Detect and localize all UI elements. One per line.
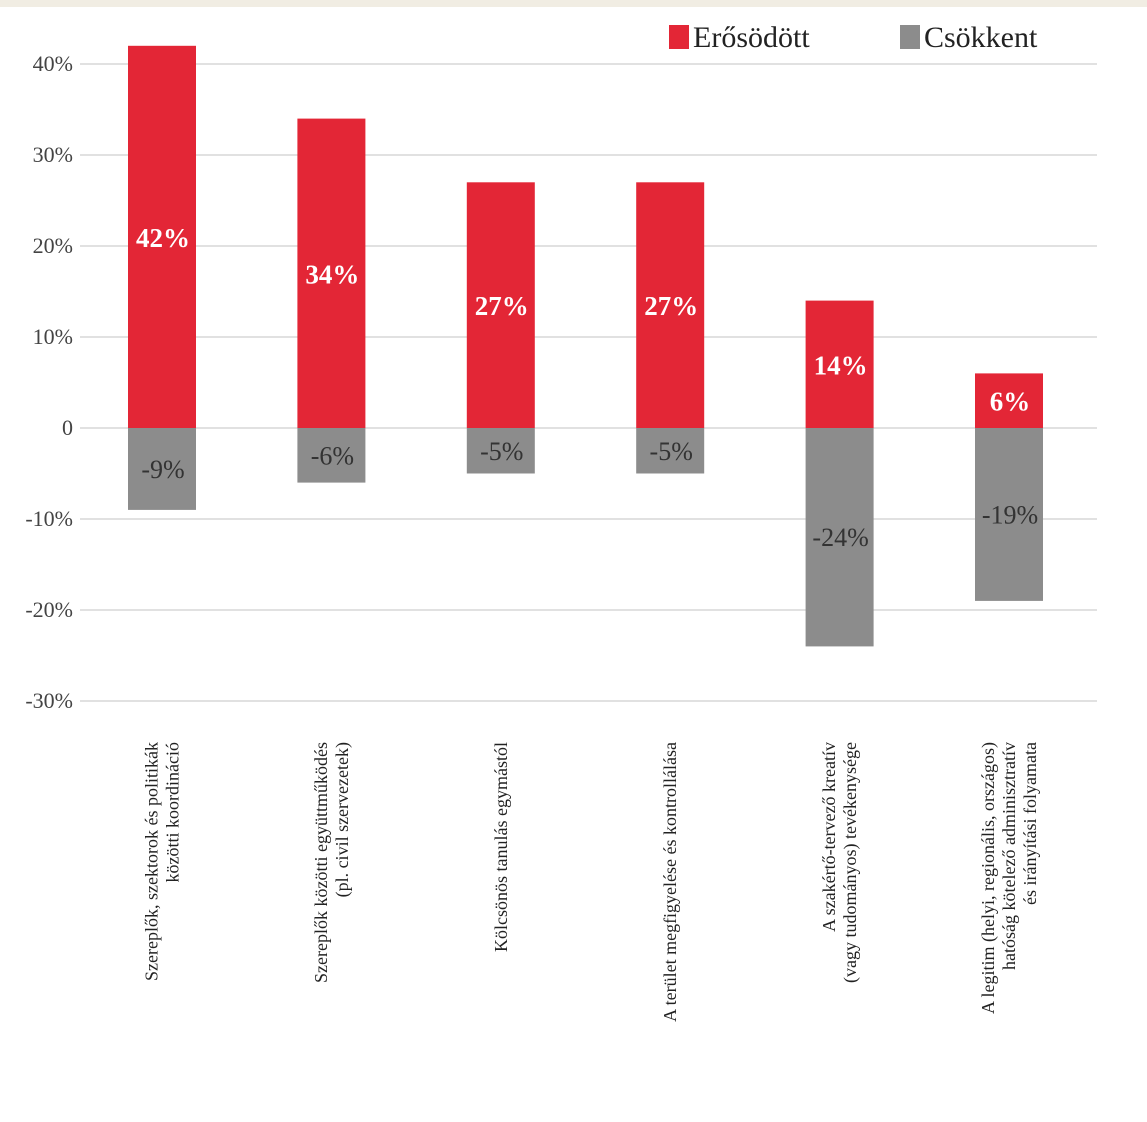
bar-erosodott xyxy=(297,118,366,428)
bar-csokkent xyxy=(297,428,366,483)
y-tick-label: -30% xyxy=(25,688,73,713)
legend-label: Csökkent xyxy=(924,21,1038,54)
bar-csokkent xyxy=(128,428,196,510)
y-tick-label: 10% xyxy=(33,324,73,349)
data-label-erosodott: 14% xyxy=(814,350,868,380)
bar-csokkent xyxy=(636,428,705,474)
category-label: (vagy tudományos) tevékenysége xyxy=(840,742,861,983)
bar-erosodott xyxy=(975,373,1043,428)
y-tick-label: -20% xyxy=(25,597,73,622)
data-label-erosodott: 27% xyxy=(644,291,698,321)
data-label-erosodott: 34% xyxy=(305,259,359,289)
category-label: Kölcsönös tanulás egymástól xyxy=(491,742,511,952)
legend-swatch xyxy=(900,25,920,49)
legend-label: Erősödött xyxy=(693,21,810,54)
data-label-csokkent: -24% xyxy=(812,523,868,552)
data-labels: 42% -9% 34% -6% 27% -5% 27% -5% 14% -24% 6% -19% xyxy=(136,223,1038,552)
data-label-csokkent: -9% xyxy=(141,455,184,484)
data-label-erosodott: 42% xyxy=(136,223,190,253)
y-tick-label: 0 xyxy=(62,415,73,440)
data-label-csokkent: -5% xyxy=(650,437,693,466)
top-border xyxy=(0,0,1147,7)
legend: Erősödött Csökkent xyxy=(669,21,1038,54)
data-label-csokkent: -6% xyxy=(311,441,354,470)
bar-erosodott xyxy=(805,300,874,428)
bar-erosodott xyxy=(128,45,196,429)
data-label-erosodott: 27% xyxy=(475,291,529,321)
y-tick-label: 20% xyxy=(33,233,73,258)
bar-erosodott xyxy=(466,182,535,428)
category-label: és irányítási folyamata xyxy=(1020,742,1040,905)
gridlines xyxy=(80,63,1097,702)
data-label-csokkent: -5% xyxy=(480,437,523,466)
category-label: (pl. civil szervezetek) xyxy=(332,742,353,897)
bar-csokkent xyxy=(805,428,874,647)
bar-erosodott xyxy=(636,182,705,428)
y-axis-ticks: 40% 30% 20% 10% 0 -10% -20% -30% xyxy=(25,51,73,713)
data-label-erosodott: 6% xyxy=(990,387,1031,417)
legend-swatch xyxy=(669,25,689,49)
category-label: Szereplők közötti együttműködés xyxy=(311,742,331,983)
bars xyxy=(128,45,1043,647)
data-label-csokkent: -19% xyxy=(982,500,1038,529)
category-label: közötti koordináció xyxy=(163,742,183,882)
y-tick-label: -10% xyxy=(25,506,73,531)
bar-csokkent xyxy=(466,428,535,474)
category-label: A szakértő-tervező kreatív xyxy=(819,742,839,932)
category-label: A terület megfigyelése és kontrollálása xyxy=(660,742,680,1022)
category-label: A legitim (helyi, regionális, országos) xyxy=(978,742,999,1014)
y-tick-label: 40% xyxy=(33,51,73,76)
category-label: Szereplők, szektorok és politikák xyxy=(142,742,162,981)
y-tick-label: 30% xyxy=(33,142,73,167)
bar-csokkent xyxy=(975,428,1043,601)
category-labels: Szereplők, szektorok és politikák közötti… xyxy=(142,742,1041,1022)
category-label: hatóság kötelező adminisztratív xyxy=(999,742,1019,970)
